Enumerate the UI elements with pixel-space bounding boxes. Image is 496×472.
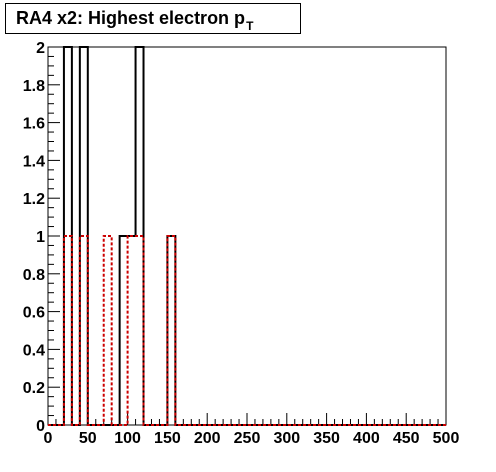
y-tick-label: 1.4 bbox=[23, 153, 45, 170]
chart-title-main: RA4 x2: Highest electron p bbox=[16, 8, 246, 28]
histogram-bar bbox=[128, 236, 136, 425]
histogram-bar bbox=[167, 236, 175, 425]
chart-title-subscript: T bbox=[246, 19, 254, 33]
x-tick-label: 400 bbox=[353, 430, 380, 447]
x-tick-label: 500 bbox=[433, 430, 460, 447]
histogram-series-2 bbox=[48, 235, 446, 426]
y-tick-label: 0.2 bbox=[23, 380, 45, 397]
y-tick-label: 0 bbox=[36, 418, 45, 435]
x-tick-label: 300 bbox=[273, 430, 300, 447]
x-tick-label: 0 bbox=[44, 430, 53, 447]
x-tick-label: 250 bbox=[234, 430, 261, 447]
x-tick-label: 450 bbox=[393, 430, 420, 447]
x-tick-label: 50 bbox=[79, 430, 97, 447]
y-tick-label: 1.8 bbox=[23, 78, 45, 95]
histogram-bar bbox=[167, 236, 175, 425]
histogram-bar bbox=[136, 236, 144, 425]
x-tick-label: 350 bbox=[313, 430, 340, 447]
x-tick-label: 150 bbox=[154, 430, 181, 447]
y-tick-label: 1 bbox=[36, 229, 45, 246]
x-tick-label: 100 bbox=[114, 430, 141, 447]
histogram-bar bbox=[80, 236, 88, 425]
chart-title-box: RA4 x2: Highest electron pT bbox=[5, 3, 301, 34]
histogram-bar bbox=[104, 236, 112, 425]
histogram-bar bbox=[128, 236, 136, 425]
histogram-bar bbox=[64, 236, 72, 425]
histogram-series-1 bbox=[48, 46, 446, 426]
y-tick-label: 2 bbox=[36, 40, 45, 57]
y-tick-label: 0.6 bbox=[23, 305, 45, 322]
y-tick-label: 0.8 bbox=[23, 267, 45, 284]
y-tick-label: 0.4 bbox=[23, 342, 45, 359]
y-tick-label: 1.6 bbox=[23, 116, 45, 133]
chart-title: RA4 x2: Highest electron pT bbox=[16, 8, 253, 33]
y-tick-label: 1.2 bbox=[23, 191, 45, 208]
histogram-bar bbox=[120, 236, 128, 425]
plot-frame bbox=[47, 46, 447, 426]
x-tick-label: 200 bbox=[194, 430, 221, 447]
